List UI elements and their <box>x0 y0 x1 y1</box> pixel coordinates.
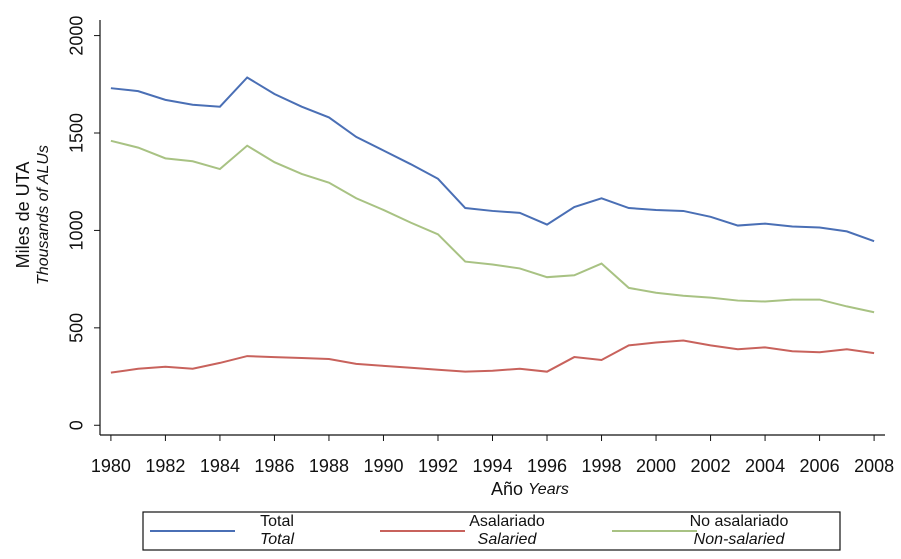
y-tick-label: 2000 <box>67 16 87 56</box>
x-tick-label: 1982 <box>145 456 185 476</box>
x-tick-label: 2006 <box>800 456 840 476</box>
y-axis-label: Miles de UTA <box>13 162 33 269</box>
series-line <box>110 76 875 243</box>
y-tick-label: 500 <box>67 313 87 343</box>
legend-label: Total <box>260 513 294 530</box>
x-tick-label: 1980 <box>91 456 131 476</box>
x-tick-label: 1986 <box>254 456 294 476</box>
x-tick-label: 1994 <box>472 456 512 476</box>
legend-label-en: Salaried <box>478 531 538 548</box>
x-tick-label: 2002 <box>691 456 731 476</box>
x-tick-label: 1988 <box>309 456 349 476</box>
y-tick-label: 1500 <box>67 113 87 153</box>
x-tick-label: 1992 <box>418 456 458 476</box>
y-axis-label-en: Thousands of ALUs <box>35 145 52 285</box>
series-line <box>110 139 875 314</box>
x-tick-label: 2008 <box>854 456 894 476</box>
legend-label-en: Total <box>260 531 295 548</box>
y-tick-label: 1000 <box>67 210 87 250</box>
x-axis-label: Año <box>491 479 523 499</box>
legend-box <box>142 511 841 551</box>
legend-label: Asalariado <box>469 513 545 530</box>
y-tick-label: 0 <box>67 420 87 430</box>
series-line <box>110 339 875 374</box>
legend-label-en: Non-salaried <box>694 531 786 548</box>
x-tick-label: 1990 <box>363 456 403 476</box>
x-tick-label: 1984 <box>200 456 240 476</box>
x-tick-label: 2000 <box>636 456 676 476</box>
x-tick-label: 2004 <box>745 456 785 476</box>
x-tick-label: 1996 <box>527 456 567 476</box>
legend-label: No asalariado <box>690 513 789 530</box>
x-tick-label: 1998 <box>582 456 622 476</box>
x-axis-label-en: Years <box>528 481 569 498</box>
